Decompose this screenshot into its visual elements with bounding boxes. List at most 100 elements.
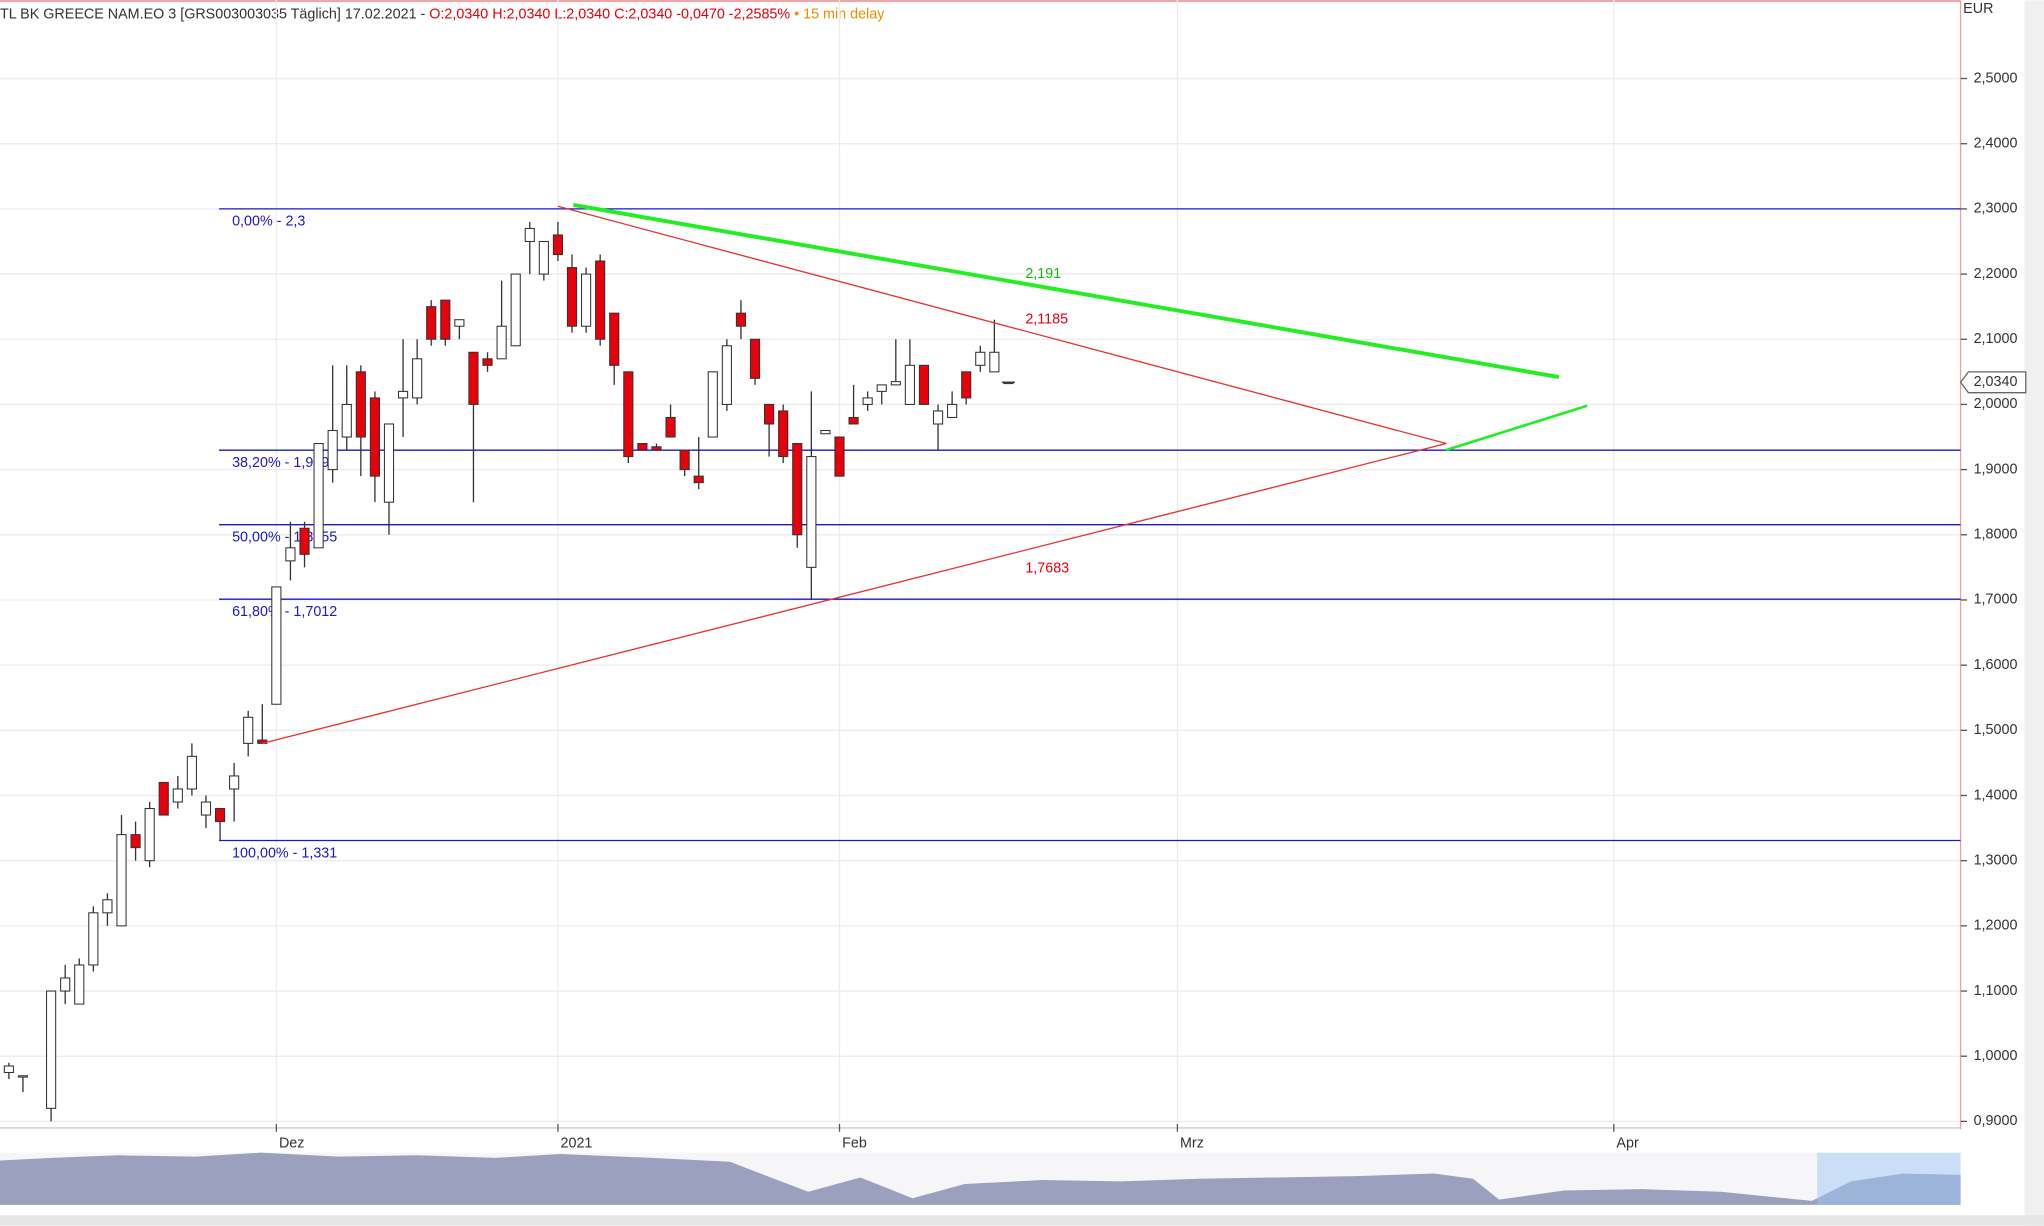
candle-body [623, 371, 634, 458]
candle-body [721, 345, 732, 405]
candle-body [285, 547, 296, 562]
candle-body [299, 527, 310, 555]
y-tick-label: 2,2000 [1974, 266, 2018, 282]
candle-body [510, 273, 521, 347]
trend-line [262, 442, 1447, 744]
candle-body [693, 475, 704, 484]
candle-body [918, 364, 930, 405]
candle-body [243, 716, 254, 744]
candle-body [581, 273, 592, 327]
trend-line [573, 203, 1560, 379]
candle-body [834, 436, 845, 477]
candle-body [102, 899, 113, 914]
y-tick-label: 1,1000 [1974, 983, 2018, 999]
candle-body [778, 410, 789, 458]
candle-body [426, 306, 437, 340]
grid [0, 0, 1961, 1125]
candle-body [46, 990, 57, 1109]
navigator-window[interactable] [1817, 1152, 1961, 1205]
x-tick-label: Dez [279, 1135, 304, 1151]
candle-body [609, 312, 620, 366]
candle-body [214, 808, 226, 823]
candle-body [820, 429, 831, 435]
candle-body [707, 371, 718, 438]
y-tick-label: 2,3000 [1974, 201, 2018, 217]
candle-body [229, 775, 240, 790]
y-tick-label: 0,9000 [1974, 1113, 2018, 1129]
y-tick-label: 1,2000 [1974, 918, 2018, 934]
candle-body [792, 443, 803, 536]
candle-body [947, 403, 958, 418]
candle-body [144, 808, 155, 862]
y-tick-label: 2,5000 [1974, 70, 2018, 86]
candle-body [186, 755, 197, 790]
candle-body [595, 260, 606, 340]
navigator [0, 1152, 2044, 1226]
trend-line [557, 205, 1447, 445]
x-tick-label: Mrz [1180, 1135, 1204, 1151]
candle-body [17, 1075, 29, 1078]
candle-body [130, 834, 141, 849]
candle-body [735, 312, 747, 327]
candle-body [3, 1065, 14, 1074]
candle-body [496, 325, 507, 360]
candle-body [538, 240, 549, 275]
candle-body [876, 384, 887, 392]
candle-body [60, 977, 71, 992]
candle-body [327, 429, 338, 471]
candle-body [74, 964, 85, 1005]
candle-body [806, 456, 817, 568]
y-tick-label: 2,1000 [1974, 331, 2018, 347]
candle-body [848, 416, 859, 425]
y-tick-label: 2,4000 [1974, 135, 2018, 151]
last-price-box [1959, 371, 2027, 394]
y-tick-label: 1,0000 [1974, 1048, 2018, 1064]
y-tick-label: 1,8000 [1974, 527, 2018, 543]
candle-body [932, 410, 944, 425]
candle-body [524, 227, 535, 243]
y-tick-label: 1,3000 [1974, 852, 2018, 868]
title-ohlc: O:2,0340 H:2,0340 L:2,0340 C:2,0340 -0,0… [429, 6, 790, 22]
candle-body [341, 403, 352, 438]
candle-body [989, 351, 1000, 373]
candle-body [890, 381, 901, 386]
candle-body [397, 390, 409, 399]
candle-body [355, 371, 366, 438]
candle-body [904, 364, 915, 405]
fib-label: 0,00% - 2,3 [232, 214, 305, 230]
navigator-area [0, 1152, 1961, 1205]
candle-body [116, 834, 127, 927]
candle-body [482, 358, 493, 366]
trend-line [1445, 404, 1588, 452]
candle-body [679, 449, 690, 471]
title-instrument: TL BK GREECE NAM.EO 3 [GRS003003035 Tägl… [0, 6, 426, 22]
annotation: 2,1185 [1025, 311, 1068, 327]
y-tick-label: 1,4000 [1974, 787, 2018, 803]
candle-body [566, 267, 578, 327]
candle-body [158, 781, 169, 816]
candle-body [313, 443, 324, 549]
x-tick-label: Apr [1616, 1135, 1639, 1151]
fib-label: 100,00% - 1,331 [232, 845, 337, 861]
y-tick-label: 1,6000 [1974, 657, 2018, 673]
y-tick-label: 1,9000 [1974, 461, 2018, 477]
candle-body [369, 397, 380, 477]
scrollbar[interactable] [0, 1215, 2044, 1226]
candle-body [975, 351, 986, 366]
candle-body [862, 397, 873, 405]
x-tick-label: Feb [842, 1135, 867, 1151]
candle-body [651, 446, 662, 451]
candle-body [637, 443, 648, 451]
candle-body [200, 801, 212, 816]
candle-body [172, 788, 183, 803]
chart-title: TL BK GREECE NAM.EO 3 [GRS003003035 Tägl… [0, 6, 885, 22]
candle-body [383, 423, 395, 503]
y-tick-label: 2,0000 [1974, 396, 2018, 412]
candle-body [764, 403, 775, 425]
annotation: 2,191 [1025, 266, 1061, 282]
y-tick-label: 1,5000 [1974, 722, 2018, 738]
candle-body [271, 586, 282, 705]
